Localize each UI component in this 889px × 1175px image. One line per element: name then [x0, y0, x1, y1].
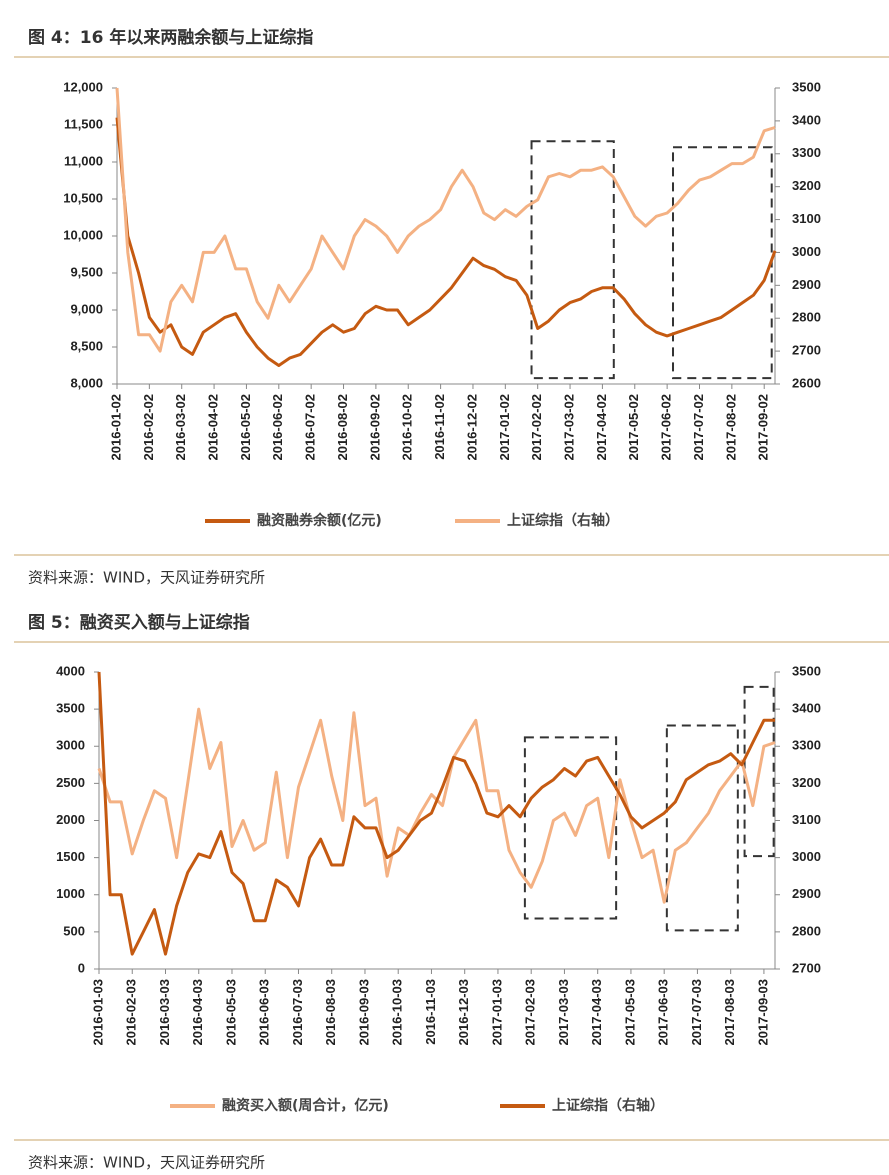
series-line — [97, 671, 775, 956]
y-tick-label: 9,000 — [70, 301, 103, 316]
y-tick-label: 2500 — [56, 775, 85, 790]
y-tick-label: 9,500 — [70, 264, 103, 279]
y2-tick-label: 2700 — [792, 960, 821, 975]
highlight-box — [672, 146, 773, 380]
y-tick-label: 4000 — [56, 663, 85, 678]
y2-tick-label: 3100 — [792, 211, 821, 226]
highlight-box — [530, 140, 615, 380]
y2-tick-label: 3100 — [792, 812, 821, 827]
x-tick-label: 2016-07-03 — [290, 979, 305, 1046]
legend-label: 融资买入额(周合计，亿元) — [222, 1097, 389, 1114]
source: 资料来源：WIND，天风证券研究所 — [28, 569, 265, 587]
highlight-box — [665, 724, 739, 932]
x-tick-label: 2017-05-02 — [626, 394, 641, 461]
y2-tick-label: 3500 — [792, 79, 821, 94]
x-tick-label: 2017-06-03 — [656, 979, 671, 1046]
x-tick-label: 2016-05-03 — [223, 979, 238, 1046]
y2-tick-label: 2700 — [792, 343, 821, 358]
x-tick-label: 2016-09-02 — [367, 394, 382, 461]
x-tick-label: 2016-02-02 — [141, 394, 156, 461]
y2-tick-label: 2800 — [792, 923, 821, 938]
highlight-box — [743, 685, 775, 858]
x-tick-label: 2016-06-02 — [270, 394, 285, 461]
x-tick-label: 2017-01-03 — [489, 979, 504, 1046]
x-tick-label: 2017-06-02 — [659, 394, 674, 461]
x-tick-label: 2016-04-02 — [206, 394, 221, 461]
y2-tick-label: 2900 — [792, 886, 821, 901]
x-tick-label: 2016-06-03 — [257, 979, 272, 1046]
y2-tick-label: 3400 — [792, 112, 821, 127]
y-tick-label: 10,000 — [63, 227, 103, 242]
x-tick-label: 2017-03-02 — [561, 394, 576, 461]
y2-tick-label: 3400 — [792, 701, 821, 716]
y2-tick-label: 2800 — [792, 310, 821, 325]
source: 资料来源：WIND，天风证券研究所 — [28, 1154, 265, 1172]
x-tick-label: 2016-10-02 — [400, 394, 415, 461]
x-tick-label: 2017-05-03 — [622, 979, 637, 1046]
y2-tick-label: 3200 — [792, 178, 821, 193]
x-tick-label: 2017-09-03 — [755, 979, 770, 1046]
x-tick-label: 2017-04-02 — [594, 394, 609, 461]
figure-title: 图 5：融资买入额与上证综指 — [28, 612, 250, 633]
y-tick-label: 12,000 — [63, 79, 103, 94]
highlight-box — [523, 736, 618, 920]
y-tick-label: 0 — [78, 960, 85, 975]
y-tick-label: 11,000 — [64, 153, 103, 168]
figure-title: 图 4：16 年以来两融余额与上证综指 — [28, 27, 313, 48]
y2-tick-label: 3000 — [792, 244, 821, 259]
series-line — [115, 87, 776, 353]
y-tick-label: 11,500 — [64, 116, 103, 131]
x-tick-label: 2016-07-02 — [303, 394, 318, 461]
y-tick-label: 8,000 — [70, 375, 103, 390]
x-tick-label: 2016-08-03 — [323, 979, 338, 1046]
legend-label: 上证综指（右轴） — [552, 1097, 664, 1114]
x-tick-label: 2016-05-02 — [238, 394, 253, 461]
y-tick-label: 1000 — [56, 886, 85, 901]
x-tick-label: 2016-08-02 — [335, 394, 350, 461]
x-tick-label: 2016-04-03 — [190, 979, 205, 1046]
x-tick-label: 2017-02-02 — [529, 394, 544, 461]
y2-tick-label: 2900 — [792, 277, 821, 292]
x-tick-label: 2017-07-02 — [691, 394, 706, 461]
x-tick-label: 2016-12-02 — [464, 394, 479, 461]
series-line — [115, 117, 777, 367]
x-tick-label: 2016-03-02 — [173, 394, 188, 461]
x-tick-label: 2016-12-03 — [456, 979, 471, 1046]
legend-label: 融资融券余额(亿元) — [257, 512, 382, 529]
x-tick-label: 2017-04-03 — [589, 979, 604, 1046]
x-tick-label: 2017-08-02 — [723, 394, 738, 461]
legend-label: 上证综指（右轴） — [507, 512, 619, 529]
y-tick-label: 8,500 — [70, 338, 103, 353]
y-tick-label: 3500 — [56, 701, 85, 716]
y2-tick-label: 2600 — [792, 375, 821, 390]
y-tick-label: 2000 — [56, 812, 85, 827]
y2-tick-label: 3500 — [792, 663, 821, 678]
x-tick-label: 2016-09-03 — [356, 979, 371, 1046]
y2-tick-label: 3000 — [792, 849, 821, 864]
x-tick-label: 2017-08-03 — [722, 979, 737, 1046]
x-tick-label: 2016-11-02 — [432, 394, 447, 460]
y2-tick-label: 3300 — [792, 738, 821, 753]
x-tick-label: 2017-09-02 — [756, 394, 771, 461]
y2-tick-label: 3200 — [792, 775, 821, 790]
x-tick-label: 2016-01-02 — [108, 394, 123, 461]
x-tick-label: 2016-03-03 — [157, 979, 172, 1046]
y-tick-label: 500 — [63, 923, 85, 938]
x-tick-label: 2016-01-03 — [90, 979, 105, 1046]
x-tick-label: 2016-02-03 — [124, 979, 139, 1046]
x-tick-label: 2016-11-03 — [423, 979, 438, 1045]
x-tick-label: 2017-01-02 — [497, 394, 512, 461]
x-tick-label: 2017-03-03 — [556, 979, 571, 1046]
y-tick-label: 3000 — [56, 738, 85, 753]
y-tick-label: 10,500 — [63, 190, 103, 205]
y2-tick-label: 3300 — [792, 145, 821, 160]
x-tick-label: 2017-07-03 — [689, 979, 704, 1046]
x-tick-label: 2017-02-03 — [523, 979, 538, 1046]
y-tick-label: 1500 — [56, 849, 85, 864]
x-tick-label: 2016-10-03 — [390, 979, 405, 1046]
